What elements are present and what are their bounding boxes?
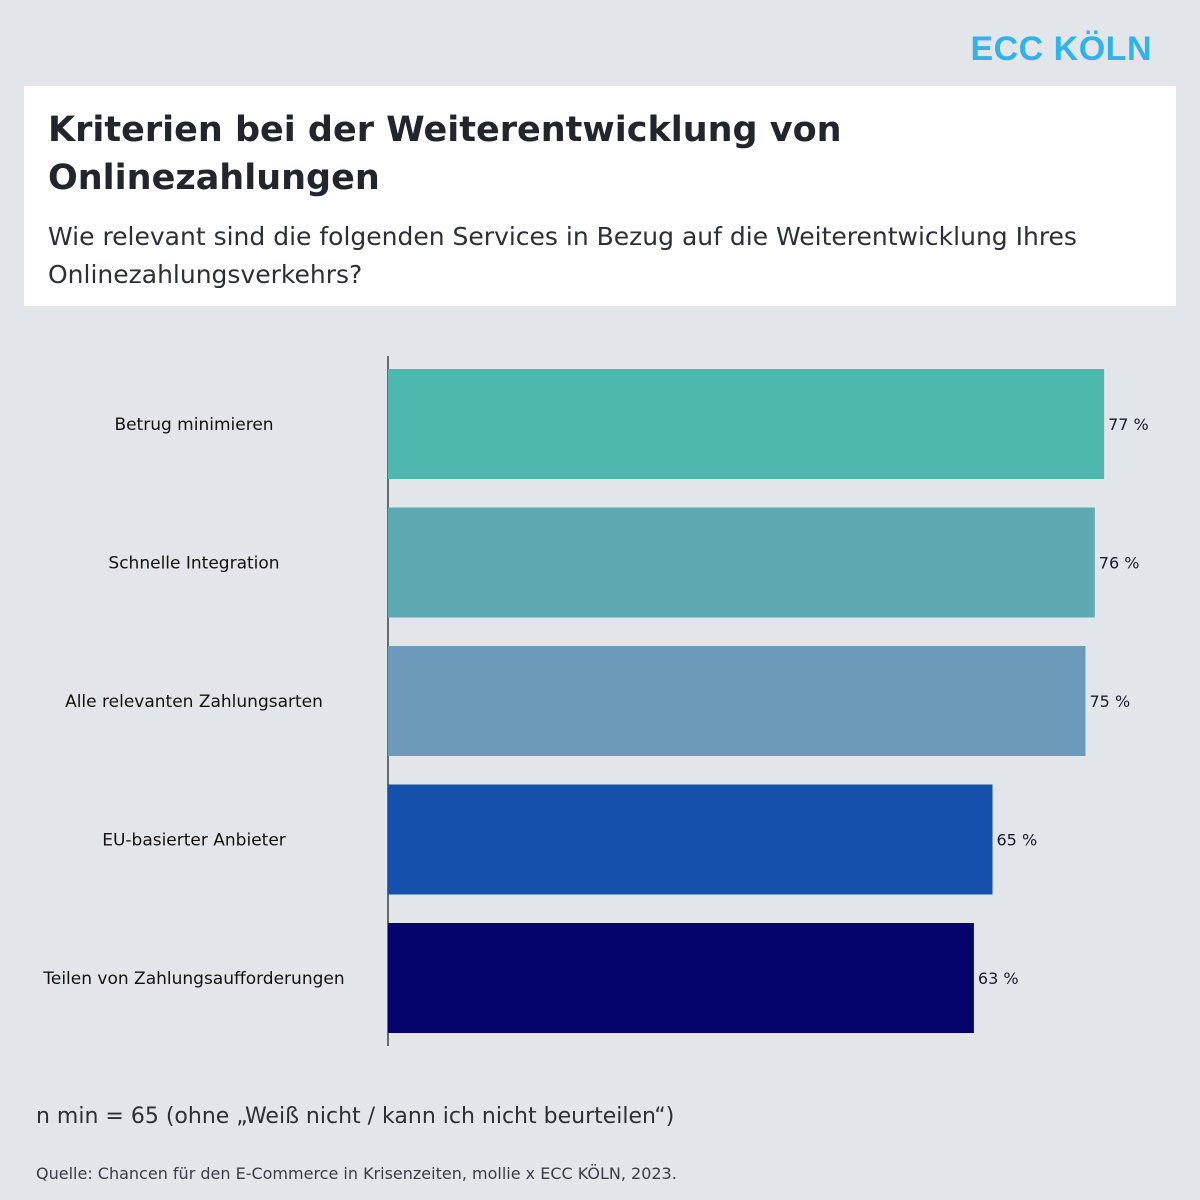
value-label-3: 75 % [1090,692,1131,711]
source-note: Quelle: Chancen für den E-Commerce in Kr… [36,1164,677,1183]
bar-3 [388,646,1086,756]
value-label-5: 63 % [978,969,1019,988]
category-label-3: Alle relevanten Zahlungsarten [65,692,323,712]
bar-2 [388,507,1095,618]
value-label-4: 65 % [997,831,1038,850]
bar-chart: Betrug minimieren 77 % Schnelle Integratio… [42,356,1149,1046]
header-card: Kriterien bei der Weiterentwicklung von … [24,86,1176,306]
category-label-4: EU-basierter Anbieter [102,831,286,851]
sample-size-note: n min = 65 (ohne „Weiß nicht / kann ich … [36,1104,675,1129]
bar-5 [388,923,974,1033]
chart-title: Kriterien bei der Weiterentwicklung von … [48,110,842,198]
category-label-2: Schnelle Integration [108,554,279,574]
chart-subtitle: Wie relevant sind die folgenden Services… [48,222,1077,289]
brand-logo: ECC KÖLN [970,30,1152,68]
value-label-1: 77 % [1108,415,1149,434]
category-label-5: Teilen von Zahlungsaufforderungen [42,969,344,989]
value-label-2: 76 % [1099,554,1140,573]
bar-4 [388,784,993,895]
bar-1 [388,369,1105,479]
category-label-1: Betrug minimieren [114,415,273,435]
